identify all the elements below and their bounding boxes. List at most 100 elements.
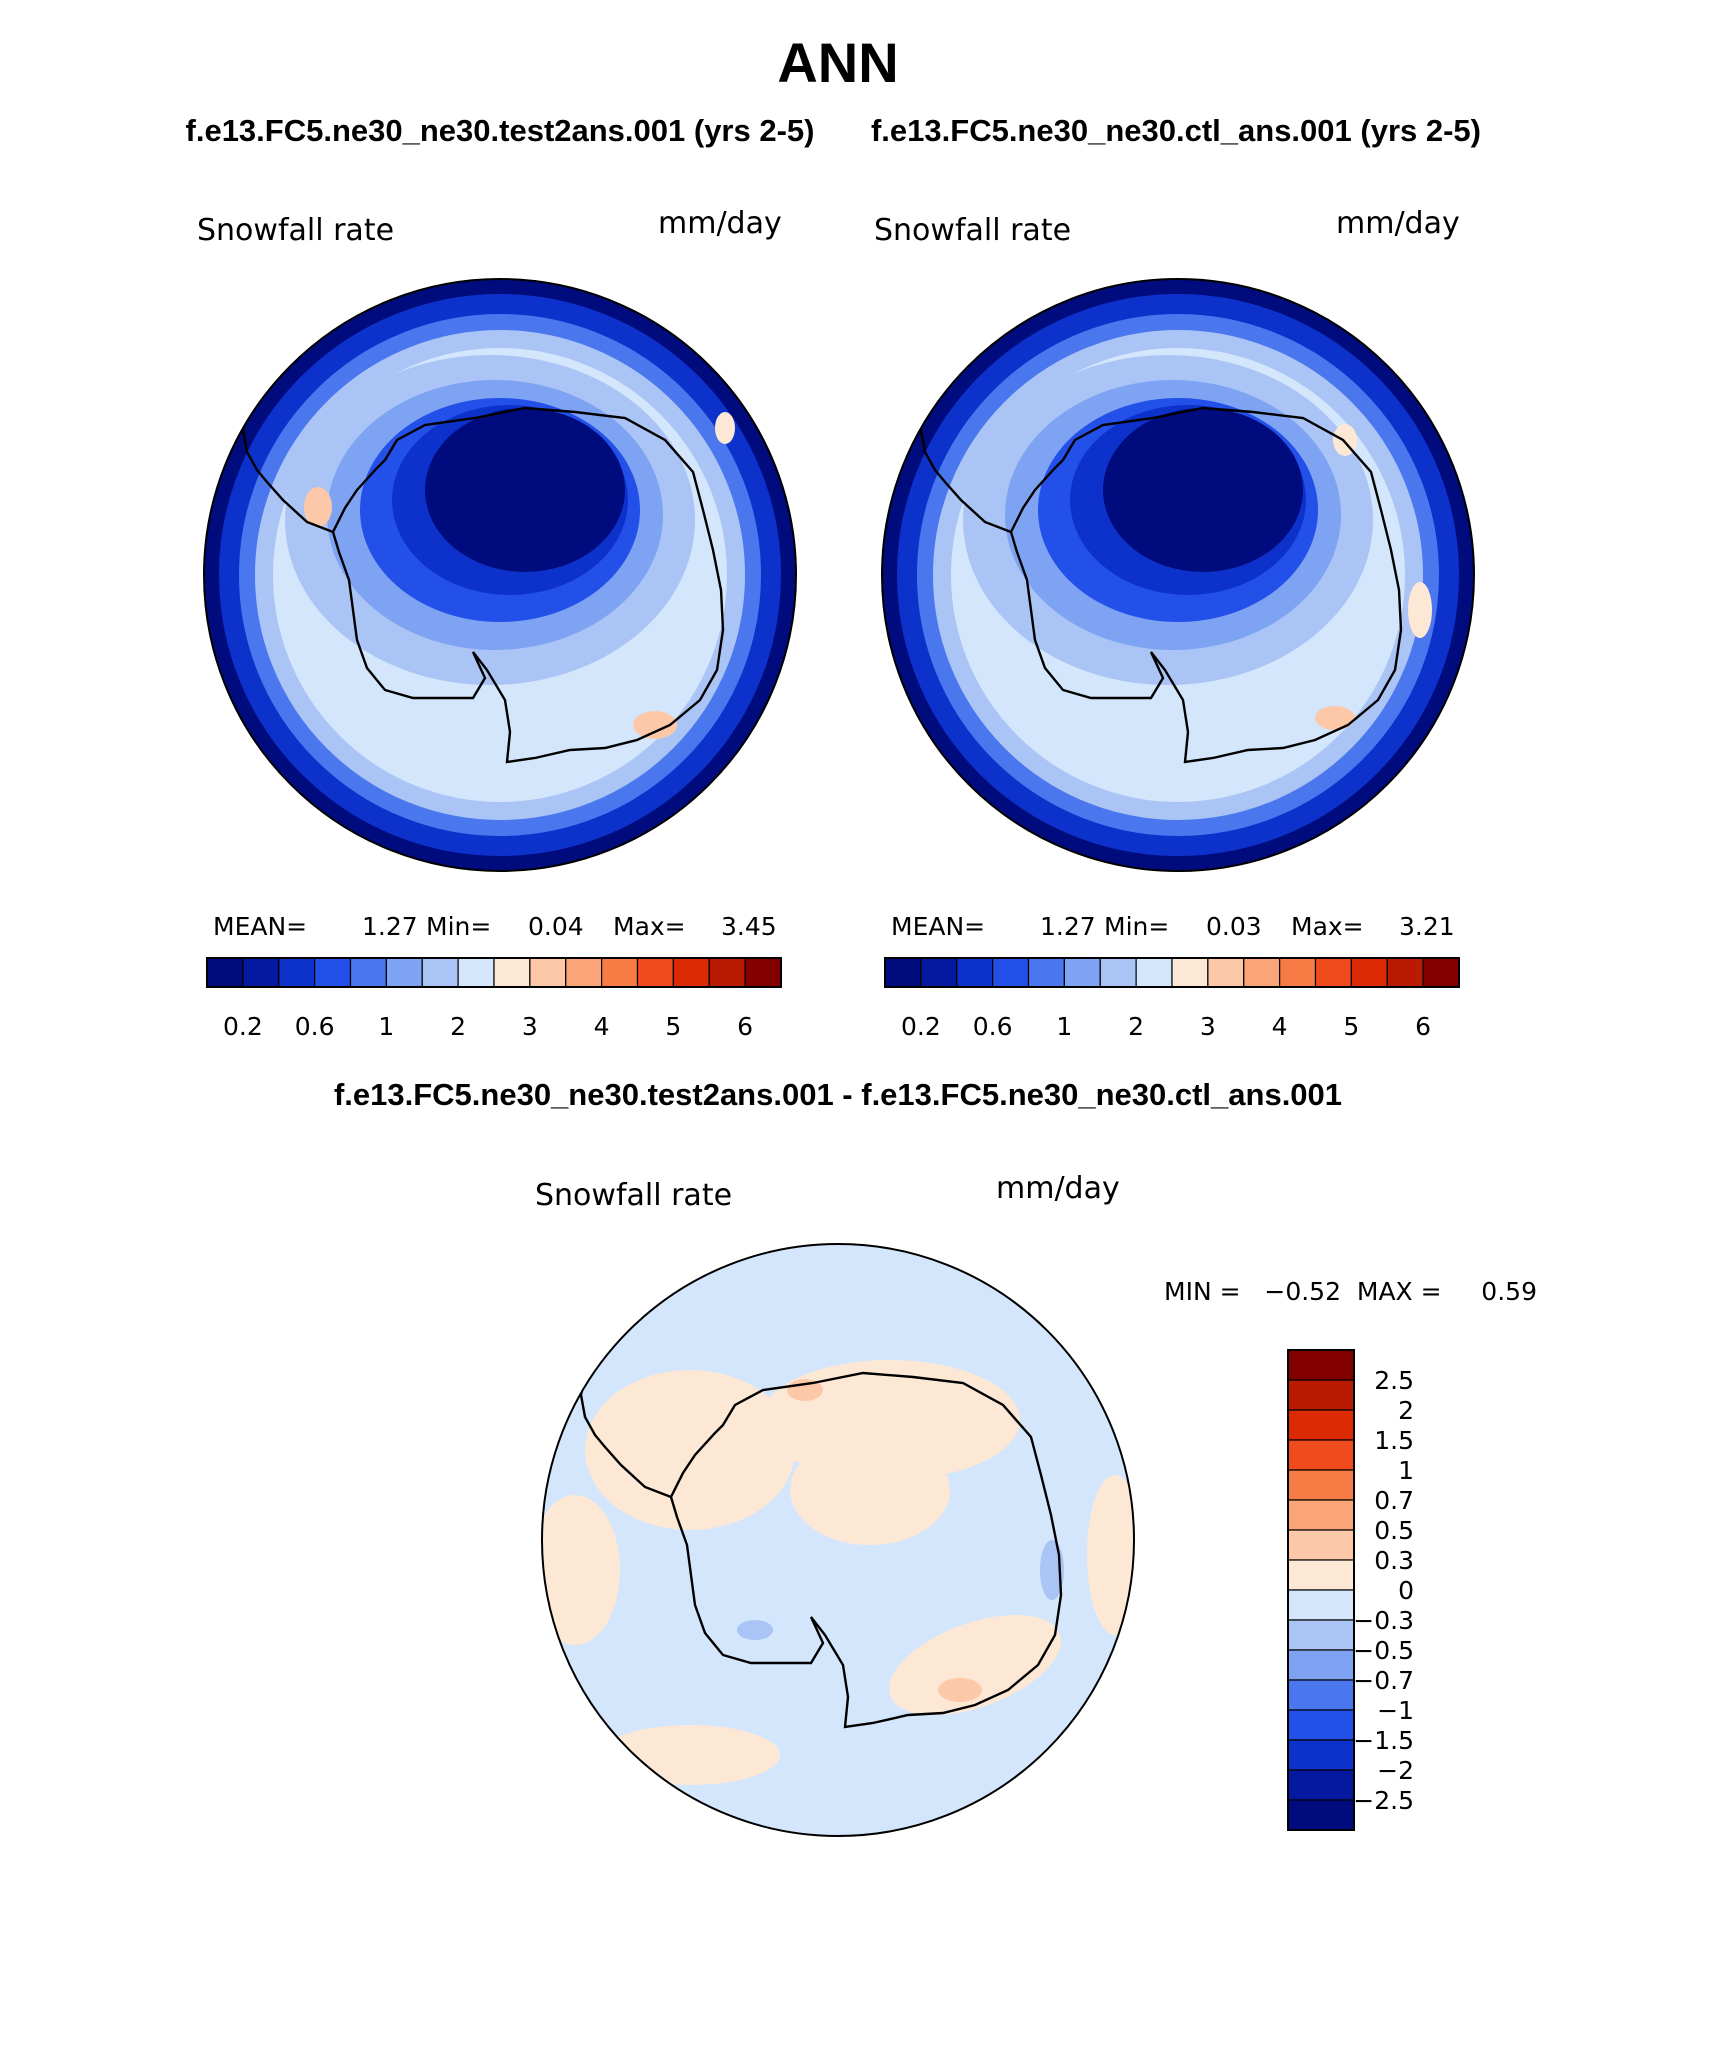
difference-title: f.e13.FC5.ne30_ne30.test2ans.001 - f.e13…	[334, 1077, 1342, 1112]
polar-map	[204, 279, 796, 871]
colorbar-swatch	[744, 957, 782, 988]
panel-variable-label: Snowfall rate	[874, 213, 1071, 248]
colorbar-tick-label: 0.6	[973, 1012, 1013, 1041]
colorbar-tick-label: 5	[1343, 1012, 1359, 1041]
colorbar-swatch	[1287, 1679, 1355, 1711]
colorbar-swatch	[529, 957, 567, 988]
colorbar-tick-label: 1	[1056, 1012, 1072, 1041]
map-boundary	[203, 278, 797, 872]
colorbar-tick-label: −0.5	[1353, 1636, 1414, 1665]
mean-label: MEAN=	[213, 912, 307, 941]
colorbar-swatch	[708, 957, 746, 988]
colorbar-swatch	[1287, 1589, 1355, 1621]
colorbar-tick-label: 0.7	[1374, 1486, 1414, 1515]
colorbar-tick-label: 1.5	[1374, 1426, 1414, 1455]
colorbar-tick-label: 2	[1398, 1396, 1414, 1425]
colorbar-swatch	[1279, 957, 1317, 988]
colorbar-swatch	[1287, 1409, 1355, 1441]
colorbar-swatch	[1314, 957, 1352, 988]
colorbar-tick-label: 6	[1415, 1012, 1431, 1041]
colorbar-swatch	[1135, 957, 1173, 988]
colorbar-tick-label: −0.3	[1353, 1606, 1414, 1635]
colorbar-swatch	[1099, 957, 1137, 988]
colorbar-tick-label: 0.2	[901, 1012, 941, 1041]
colorbar-tick-label: −1.5	[1353, 1726, 1414, 1755]
panel-units-label: mm/day	[996, 1171, 1120, 1206]
colorbar-tick-label: −2.5	[1353, 1786, 1414, 1815]
colorbar-tick-label: 1	[378, 1012, 394, 1041]
colorbar-tick-label: 0.5	[1374, 1516, 1414, 1545]
colorbar-swatch	[349, 957, 387, 988]
min-max-label: MIN = −0.52 MAX = 0.59	[1164, 1277, 1537, 1306]
colorbar-swatch	[1287, 1769, 1355, 1801]
colorbar-tick-label: 6	[737, 1012, 753, 1041]
colorbar-swatch	[1287, 1439, 1355, 1471]
min-value: 0.04	[528, 912, 584, 941]
colorbar-swatch	[1287, 1739, 1355, 1771]
min-value: 0.03	[1206, 912, 1262, 941]
colorbar-swatch	[636, 957, 674, 988]
max-value: 3.45	[721, 912, 777, 941]
colorbar-swatch	[314, 957, 352, 988]
colorbar-swatch	[1287, 1349, 1355, 1381]
min-label: Min=	[1104, 912, 1169, 941]
subtitle-left: f.e13.FC5.ne30_ne30.test2ans.001 (yrs 2-…	[186, 113, 815, 148]
colorbar-tick-label: 5	[665, 1012, 681, 1041]
colorbar-swatch	[1287, 1559, 1355, 1591]
colorbar-swatch	[1171, 957, 1209, 988]
colorbar-tick-label: 2.5	[1374, 1366, 1414, 1395]
colorbar-swatch	[1350, 957, 1388, 988]
colorbar-swatch	[1287, 1469, 1355, 1501]
mean-value: 1.27	[362, 912, 418, 941]
colorbar-tick-label: 0.6	[295, 1012, 335, 1041]
subtitle-right: f.e13.FC5.ne30_ne30.ctl_ans.001 (yrs 2-5…	[871, 113, 1481, 148]
max-label: Max=	[613, 912, 686, 941]
colorbar-swatch	[1027, 957, 1065, 988]
map-boundary	[541, 1243, 1135, 1837]
mean-label: MEAN=	[891, 912, 985, 941]
panel-variable-label: Snowfall rate	[535, 1178, 732, 1213]
colorbar-swatch	[1063, 957, 1101, 988]
colorbar-swatch	[1207, 957, 1245, 988]
polar-map	[542, 1244, 1134, 1836]
colorbar-swatch	[242, 957, 280, 988]
colorbar-frame	[884, 957, 1460, 988]
min-label: Min=	[426, 912, 491, 941]
figure-title: ANN	[777, 31, 898, 94]
panel-difference: Snowfall rate mm/day MIN = −0.52 MAX = 0…	[535, 1171, 1537, 1837]
panel-test: Snowfall rate mm/day MEAN= 1.27 Min= 0.0…	[197, 206, 797, 1041]
colorbar-frame	[206, 957, 782, 988]
colorbar-swatch	[206, 957, 244, 988]
colorbar-swatch	[1386, 957, 1424, 988]
colorbar-swatch	[1422, 957, 1460, 988]
colorbar-horizontal: 0.2 0.6 1 2 3 4 5 6	[206, 957, 782, 1041]
panel-control: Snowfall rate mm/day MEAN= 1.27 Min= 0.0…	[874, 206, 1475, 1041]
panel-variable-label: Snowfall rate	[197, 213, 394, 248]
colorbar-tick-label: −1	[1377, 1696, 1414, 1725]
colorbar-swatch	[565, 957, 603, 988]
colorbar-tick-label: 4	[1272, 1012, 1288, 1041]
colorbar-swatch	[1287, 1649, 1355, 1681]
colorbar-vertical: 2.521.510.70.50.30−0.3−0.5−0.7−1−1.5−2−2…	[1287, 1349, 1414, 1831]
colorbar-tick-label: −0.7	[1353, 1666, 1414, 1695]
colorbar-tick-label: 2	[1128, 1012, 1144, 1041]
colorbar-tick-label: 3	[1200, 1012, 1216, 1041]
colorbar-swatch	[1287, 1799, 1355, 1831]
colorbar-swatch	[1287, 1379, 1355, 1411]
colorbar-swatch	[1287, 1619, 1355, 1651]
colorbar-swatch	[992, 957, 1030, 988]
colorbar-swatch	[672, 957, 710, 988]
max-value: 3.21	[1399, 912, 1455, 941]
panel-units-label: mm/day	[1336, 206, 1460, 241]
colorbar-swatch	[956, 957, 994, 988]
colorbar-tick-label: 1	[1398, 1456, 1414, 1485]
colorbar-swatch	[1287, 1709, 1355, 1741]
colorbar-tick-label: −2	[1377, 1756, 1414, 1785]
colorbar-swatch	[1243, 957, 1281, 988]
colorbar-tick-label: 3	[522, 1012, 538, 1041]
max-label: Max=	[1291, 912, 1364, 941]
colorbar-tick-label: 4	[594, 1012, 610, 1041]
colorbar-tick-label: 0	[1398, 1576, 1414, 1605]
colorbar-swatch	[278, 957, 316, 988]
